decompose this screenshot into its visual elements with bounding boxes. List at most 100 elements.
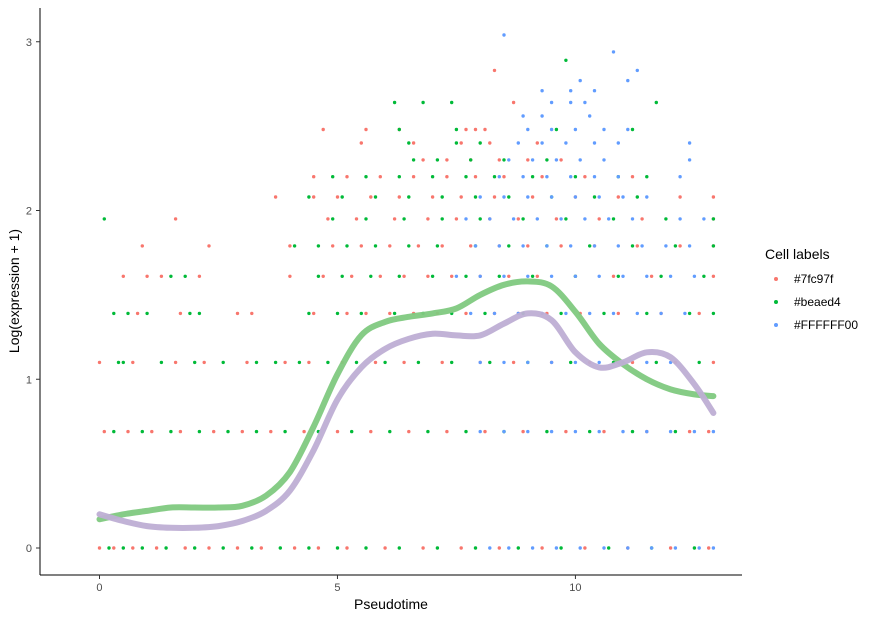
point-series-2-96	[592, 141, 597, 145]
point-series-2-26	[573, 360, 578, 365]
trend-lines	[96, 278, 717, 531]
trend-line-0	[96, 278, 717, 523]
point-series-0-44	[283, 360, 287, 365]
point-series-1-113	[373, 195, 378, 199]
point-series-1-63	[392, 311, 397, 316]
point-series-0-39	[97, 360, 102, 365]
point-series-2-9	[697, 546, 701, 550]
point-series-1-55	[112, 311, 116, 316]
point-series-2-12	[502, 429, 506, 434]
point-series-1-46	[383, 360, 387, 365]
point-series-0-76	[145, 274, 149, 278]
point-series-1-42	[273, 360, 278, 365]
point-series-2-72	[478, 195, 482, 199]
point-series-2-98	[687, 141, 692, 145]
trend-line-1	[96, 310, 717, 531]
point-series-0-72	[616, 311, 620, 316]
point-series-1-48	[450, 360, 454, 365]
point-series-2-112	[592, 89, 597, 93]
point-series-0-24	[212, 429, 216, 434]
point-series-1-73	[169, 274, 173, 278]
point-series-1-60	[307, 311, 311, 316]
point-series-2-82	[545, 175, 549, 179]
point-series-2-55	[545, 244, 549, 248]
point-series-1-133	[469, 158, 473, 162]
point-series-0-96	[331, 244, 335, 248]
point-series-1-62	[359, 311, 363, 316]
point-series-2-92	[687, 158, 692, 162]
point-series-2-17	[621, 429, 625, 434]
point-series-2-61	[687, 244, 692, 248]
point-series-0-82	[378, 274, 382, 278]
point-series-0-80	[321, 274, 325, 278]
point-series-2-66	[559, 217, 563, 221]
point-series-2-100	[549, 127, 554, 132]
point-series-2-18	[645, 429, 649, 434]
point-series-0-100	[440, 244, 444, 248]
point-series-0-159	[473, 127, 478, 132]
point-series-0-114	[454, 217, 459, 221]
point-series-1-71	[687, 311, 692, 316]
point-series-0-113	[426, 217, 430, 221]
legend-key-2	[774, 323, 778, 327]
point-series-0-61	[312, 311, 316, 316]
point-series-0-110	[326, 217, 330, 221]
point-series-2-24	[526, 360, 530, 365]
point-series-2-53	[497, 244, 501, 248]
point-series-2-4	[578, 546, 582, 550]
point-series-1-15	[559, 546, 563, 550]
point-series-2-64	[511, 217, 516, 221]
point-series-2-54	[521, 244, 525, 248]
point-series-1-125	[464, 175, 468, 179]
point-series-2-109	[583, 100, 587, 105]
point-series-0-155	[321, 127, 325, 132]
point-series-0-58	[178, 311, 183, 316]
point-series-0-160	[483, 127, 487, 132]
y-tick-label-2: 2	[26, 206, 32, 218]
point-series-2-101	[573, 127, 578, 132]
point-series-1-57	[145, 311, 149, 316]
point-series-2-10	[711, 546, 716, 550]
point-series-1-59	[197, 311, 202, 316]
point-series-2-43	[502, 274, 506, 278]
x-axis-title: Pseudotime	[354, 596, 428, 612]
point-series-1-9	[335, 546, 340, 550]
point-series-0-22	[150, 429, 154, 434]
point-series-0-119	[640, 217, 644, 221]
point-series-0-125	[397, 195, 401, 199]
point-series-1-2	[140, 546, 144, 550]
point-series-1-92	[435, 244, 440, 248]
point-series-2-50	[668, 274, 673, 278]
point-series-0-4	[183, 546, 187, 550]
legend-title: Cell labels	[765, 246, 830, 262]
point-series-1-142	[630, 127, 635, 132]
point-series-2-70	[678, 217, 682, 221]
point-series-0-26	[269, 429, 273, 434]
point-series-2-105	[540, 114, 544, 118]
point-series-2-99	[526, 127, 530, 132]
point-series-1-74	[183, 274, 187, 278]
point-series-1-10	[364, 546, 368, 550]
point-series-2-86	[678, 175, 682, 179]
point-series-2-79	[645, 195, 649, 199]
point-series-1-112	[340, 195, 344, 199]
point-series-0-140	[502, 175, 506, 179]
point-series-2-6	[626, 546, 630, 550]
point-series-1-76	[340, 274, 344, 278]
point-series-0-117	[554, 217, 559, 221]
x-tick-label-5: 5	[334, 582, 340, 594]
point-series-2-58	[616, 244, 620, 248]
point-series-1-38	[159, 360, 164, 365]
point-series-1-101	[331, 217, 335, 221]
point-series-2-76	[573, 195, 578, 199]
point-series-0-12	[421, 546, 425, 550]
y-tick-label-3: 3	[26, 37, 32, 49]
point-series-1-116	[473, 195, 478, 199]
point-series-2-38	[635, 311, 639, 316]
point-series-2-80	[497, 175, 501, 179]
point-series-0-118	[597, 217, 601, 221]
point-series-2-56	[569, 244, 573, 248]
point-series-0-151	[411, 141, 416, 145]
point-series-1-98	[673, 244, 678, 248]
legend-key-1	[774, 300, 778, 304]
